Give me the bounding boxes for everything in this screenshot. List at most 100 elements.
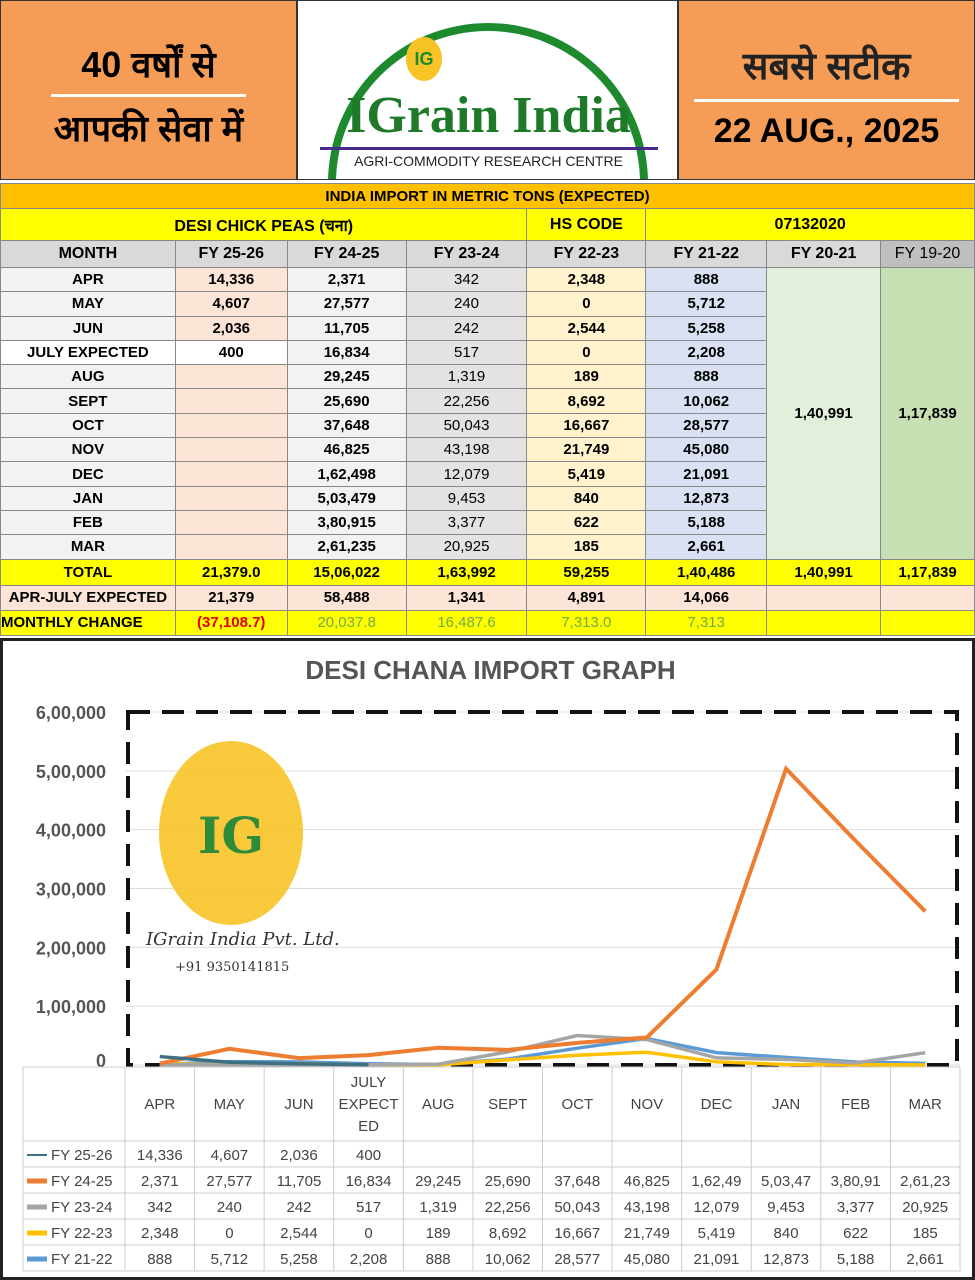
value-cell: 20,925 — [405, 534, 528, 560]
data-label: 342 — [147, 1199, 172, 1216]
y-tick-label: 5,00,000 — [36, 762, 106, 782]
value-cell: 8,692 — [526, 388, 647, 414]
row-label: MONTHLY CHANGE — [0, 609, 176, 636]
value-cell — [880, 584, 975, 611]
value-cell: 2,348 — [526, 266, 647, 293]
category-label: APR — [144, 1096, 175, 1113]
data-label: 3,80,91 — [831, 1173, 881, 1190]
value-cell: 12,873 — [645, 485, 768, 511]
logo-coin-icon: IG — [406, 37, 442, 81]
value-cell: 5,188 — [645, 509, 768, 536]
tagline-years: 40 वर्षों से — [81, 44, 216, 85]
data-label: 21,749 — [624, 1225, 670, 1242]
value-cell: 50,043 — [405, 412, 528, 439]
value-cell — [766, 584, 882, 611]
value-cell: 0 — [526, 339, 647, 366]
plot-dashed-border — [126, 710, 959, 1067]
value-cell — [174, 388, 288, 414]
data-label: 16,834 — [346, 1173, 392, 1190]
chart-canvas: 0 1,00,000 2,00,000 3,00,000 4,00,000 5,00,00… — [22, 703, 961, 1272]
category-label: JAN — [772, 1096, 800, 1113]
data-label: 185 — [913, 1225, 938, 1242]
data-label: 5,419 — [698, 1225, 736, 1242]
row-label: APR-JULY EXPECTED — [0, 584, 176, 611]
value-cell: 10,062 — [645, 388, 768, 414]
data-label: 28,577 — [554, 1251, 600, 1268]
data-label: 5,188 — [837, 1251, 875, 1268]
value-cell: 14,336 — [174, 266, 288, 293]
value-cell: 1,17,839 — [880, 558, 975, 586]
table-row: AUG 29,245 1,319 189 888 — [0, 364, 975, 390]
value-cell: 45,080 — [645, 437, 768, 463]
value-cell: 2,61,235 — [286, 534, 407, 560]
data-label: 2,371 — [141, 1173, 179, 1190]
value-cell: 14,066 — [645, 584, 768, 611]
table-row: DEC 1,62,498 12,079 5,419 21,091 — [0, 461, 975, 487]
series-line-fy24-25 — [159, 765, 927, 1066]
category-label: EXPECT — [339, 1096, 399, 1113]
value-cell: 21,091 — [645, 461, 768, 487]
divider — [694, 99, 959, 102]
legend-label: FY 24-25 — [51, 1173, 112, 1190]
category-label: JULY — [351, 1074, 387, 1091]
data-label: 10,062 — [485, 1251, 531, 1268]
month-cell: DEC — [0, 461, 176, 487]
monthly-change-row: MONTHLY CHANGE (37,108.7) 20,037.8 16,487.6… — [0, 609, 975, 636]
month-cell: OCT — [0, 412, 176, 439]
data-label: 9,453 — [767, 1199, 805, 1216]
watermark-company: IGrain India Pvt. Ltd. — [145, 929, 340, 950]
data-label: 50,043 — [554, 1199, 600, 1216]
value-cell — [766, 609, 882, 636]
data-label: 4,607 — [211, 1147, 249, 1164]
data-label: 5,258 — [280, 1251, 318, 1268]
category-label: JUN — [284, 1096, 313, 1113]
value-cell: 2,544 — [526, 315, 647, 341]
data-label: 2,661 — [906, 1251, 944, 1268]
category-label: ED — [358, 1118, 379, 1135]
value-cell: 517 — [405, 339, 528, 366]
value-cell — [174, 534, 288, 560]
value-cell: 1,40,991 — [766, 558, 882, 586]
category-label: SEPT — [488, 1096, 527, 1113]
value-cell: 2,036 — [174, 315, 288, 341]
value-cell: 1,319 — [405, 364, 528, 390]
column-header: FY 21-22 — [645, 240, 768, 268]
value-cell: 46,825 — [286, 437, 407, 463]
data-label: 8,692 — [489, 1225, 527, 1242]
data-label: 45,080 — [624, 1251, 670, 1268]
month-cell: MAR — [0, 534, 176, 560]
value-cell: 28,577 — [645, 412, 768, 439]
value-cell: 342 — [405, 266, 528, 293]
month-cell: JAN — [0, 485, 176, 511]
table-row: APR 14,336 2,371 342 2,348 888 1,40,991 1,17,83… — [0, 266, 975, 560]
data-label: 2,208 — [350, 1251, 388, 1268]
fy2021-annual-total: 1,40,991 — [766, 267, 882, 560]
data-label: 2,61,23 — [900, 1173, 950, 1190]
table-title: INDIA IMPORT IN METRIC TONS (EXPECTED) — [0, 183, 975, 209]
value-cell: 888 — [645, 364, 768, 390]
value-cell: 7,313.0 — [526, 609, 647, 636]
column-header: FY 23-24 — [405, 240, 528, 268]
data-label: 2,036 — [280, 1147, 318, 1164]
value-cell: 4,607 — [174, 291, 288, 317]
value-cell: 29,245 — [286, 364, 407, 390]
value-cell: 3,377 — [405, 509, 528, 536]
table-row: SEPT 25,690 22,256 8,692 10,062 — [0, 388, 975, 414]
value-cell: 2,661 — [645, 534, 768, 560]
report-date: 22 AUG., 2025 — [713, 112, 940, 150]
value-cell: 4,891 — [526, 584, 647, 611]
row-label: TOTAL — [0, 558, 176, 586]
data-label: 1,62,49 — [691, 1173, 741, 1190]
value-cell: 22,256 — [405, 388, 528, 414]
value-cell: 59,255 — [526, 558, 647, 586]
series-line-fy25-26 — [159, 1054, 369, 1067]
month-cell: FEB — [0, 509, 176, 536]
header-right-panel: सबसे सटीक 22 AUG., 2025 — [678, 0, 975, 180]
import-table: INDIA IMPORT IN METRIC TONS (EXPECTED) D… — [0, 183, 975, 636]
value-cell: 7,313 — [645, 609, 768, 636]
data-label: 888 — [426, 1251, 451, 1268]
tagline-accurate: सबसे सटीक — [742, 46, 911, 88]
tagline-service: आपकी सेवा में — [53, 108, 244, 149]
data-label: 20,925 — [902, 1199, 948, 1216]
value-cell — [880, 609, 975, 636]
